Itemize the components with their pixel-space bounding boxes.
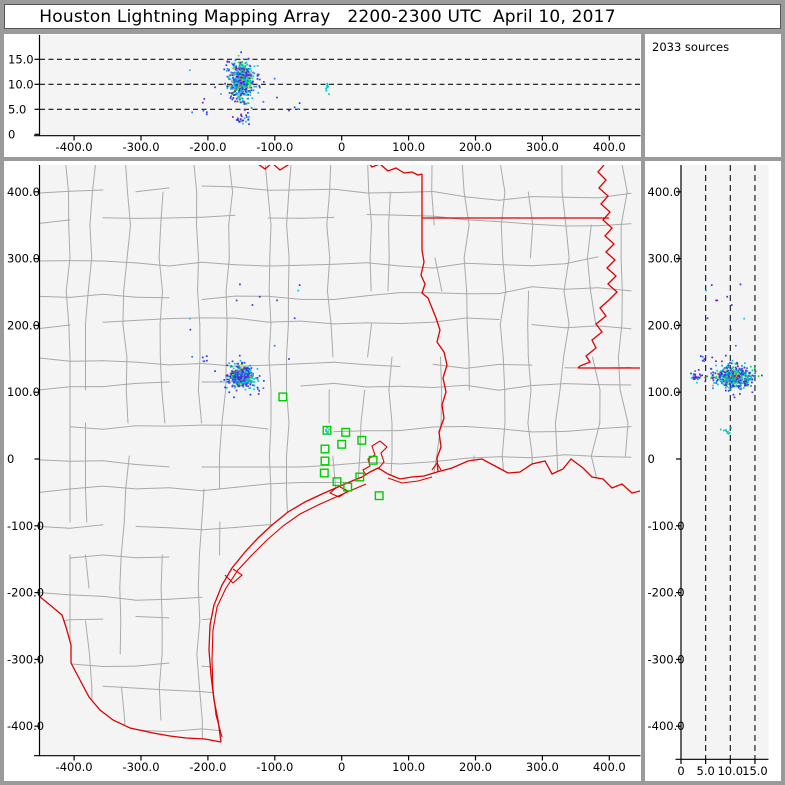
ew-tick-label: -300.0 [122, 140, 159, 154]
ew-tick-label: -400.0 [56, 140, 93, 154]
ns-tick-label: -400.0 [7, 719, 44, 733]
ns-tick-label: -100.0 [7, 519, 44, 533]
ew-alt-plot: 0 5.0 10.0 15.0 -400.0 -300.0 -200.0 -100.0 0 100… [8, 35, 641, 154]
ew-tick-label: 200.0 [459, 760, 492, 774]
state-borders [258, 165, 640, 473]
alt-tick-label: 5.0 [8, 102, 26, 116]
ns-tick-label: -300.0 [7, 652, 44, 666]
lma-station-marker [278, 392, 288, 402]
ns-tick-label: -200.0 [648, 586, 685, 600]
ew-tick-label: -300.0 [122, 760, 159, 774]
ns-tick-label: 300.0 [7, 252, 40, 266]
lma-station-marker [332, 477, 342, 487]
alt-tick-label: 0 [8, 127, 15, 141]
source-count-label: 2033 sources [652, 40, 730, 54]
ew-tick-label: 400.0 [593, 760, 626, 774]
alt-tick-label: 0 [677, 764, 684, 778]
alt-tick-label: 15.0 [742, 764, 768, 778]
lma-station-marker [357, 435, 367, 445]
ns-tick-label: -100.0 [648, 519, 685, 533]
ew-tick-label: 100.0 [392, 760, 425, 774]
rio-grande-border [39, 595, 222, 743]
plan-map-plot: 400.0 300.0 200.0 100.0 0 -100.0 -200.0 -300.0 -… [7, 165, 641, 774]
ns-tick-label: 200.0 [648, 318, 681, 332]
ns-tick-label: 300.0 [648, 252, 681, 266]
ew-tick-label: -400.0 [56, 760, 93, 774]
ew-tick-label: 0 [338, 140, 345, 154]
altitude-ns-panel: 400.0 300.0 200.0 100.0 0 -100.0 -200.0 -300.0 -… [645, 161, 781, 781]
ns-tick-label: 400.0 [7, 185, 40, 199]
ns-tick-label: 100.0 [648, 385, 681, 399]
ew-tick-label: -200.0 [189, 760, 226, 774]
ew-tick-label: 400.0 [593, 140, 626, 154]
ns-tick-label: 100.0 [7, 385, 40, 399]
coastline [39, 440, 641, 743]
ew-tick-label: -200.0 [189, 140, 226, 154]
lma-station-marker [355, 472, 365, 482]
alt-ns-plot: 400.0 300.0 200.0 100.0 0 -100.0 -200.0 -300.0 -… [648, 165, 769, 778]
alt-tick-label: 15.0 [8, 52, 34, 66]
altitude-ew-panel: 0 5.0 10.0 15.0 -400.0 -300.0 -200.0 -100.0 0 100… [4, 34, 641, 157]
lma-station-marker [341, 427, 351, 437]
ew-tick-label: -100.0 [256, 140, 293, 154]
ew-tick-label: 100.0 [392, 140, 425, 154]
ns-tick-label: 0 [7, 452, 14, 466]
page-title: Houston Lightning Mapping Array 2200-230… [39, 6, 616, 27]
lma-station-marker [319, 468, 329, 478]
ew-tick-label: 0 [338, 760, 345, 774]
lma-station-marker [320, 456, 330, 466]
ew-tick-label: 300.0 [526, 140, 559, 154]
ew-tick-label: -100.0 [256, 760, 293, 774]
ew-tick-label: 300.0 [526, 760, 559, 774]
ns-tick-label: -200.0 [7, 586, 44, 600]
ns-tick-label: 200.0 [7, 318, 40, 332]
lightning-sources [690, 283, 763, 435]
alt-tick-label: 10.0 [717, 764, 743, 778]
ns-tick-label: -300.0 [648, 652, 685, 666]
ew-tick-label: 200.0 [459, 140, 492, 154]
lma-stations [278, 392, 384, 501]
lightning-sources [189, 51, 330, 125]
plan-view-map-panel: 400.0 300.0 200.0 100.0 0 -100.0 -200.0 -300.0 -… [4, 161, 641, 781]
lma-station-marker [343, 482, 353, 492]
ns-tick-label: 0 [648, 452, 655, 466]
alt-tick-label: 5.0 [697, 764, 715, 778]
lma-station-marker [320, 444, 330, 454]
alt-tick-label: 10.0 [8, 77, 34, 91]
ns-tick-label: 400.0 [648, 185, 681, 199]
ns-tick-label: -400.0 [648, 719, 685, 733]
lma-station-marker [337, 439, 347, 449]
lightning-sources [189, 283, 330, 435]
lma-station-marker [374, 491, 384, 501]
title-bar: Houston Lightning Mapping Array 2200-230… [4, 4, 781, 29]
lma-station-marker [368, 455, 378, 465]
source-count-box: 2033 sources [645, 34, 781, 157]
